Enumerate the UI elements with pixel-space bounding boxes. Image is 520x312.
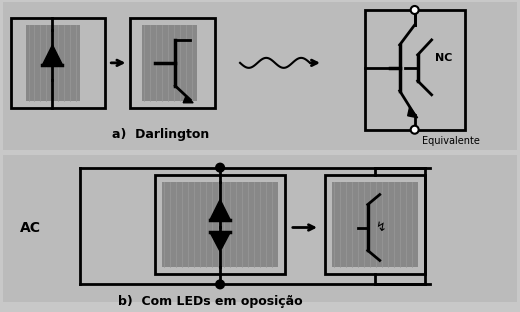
Text: ↯: ↯ [375,221,385,234]
Text: a)  Darlington: a) Darlington [112,128,209,141]
Bar [142,25,197,101]
Bar [332,182,418,267]
Text: NC: NC [435,53,452,63]
Bar [162,182,278,267]
Text: AC: AC [20,221,41,235]
Bar [25,25,81,101]
Circle shape [216,280,224,288]
Bar [3,155,517,302]
Bar [365,10,464,130]
Bar [325,175,425,274]
Polygon shape [408,107,418,118]
Bar [155,175,285,274]
Circle shape [411,126,419,134]
Polygon shape [43,45,62,65]
Polygon shape [210,200,230,220]
Circle shape [216,163,224,172]
Bar [3,2,517,150]
Text: b)  Com LEDs em oposição: b) Com LEDs em oposição [118,295,303,308]
Bar [131,18,215,108]
Polygon shape [183,96,193,103]
Bar [10,18,106,108]
Text: Equivalente: Equivalente [422,136,479,146]
Circle shape [411,6,419,14]
Polygon shape [210,232,230,251]
